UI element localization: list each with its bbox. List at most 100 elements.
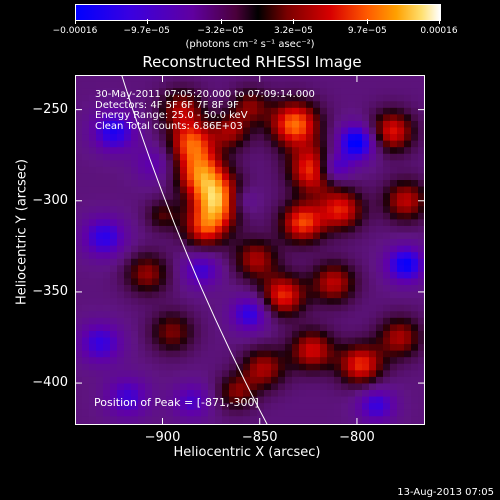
heatmap-cell — [194, 370, 202, 378]
heatmap-cell — [285, 330, 293, 339]
heatmap-cell — [411, 232, 419, 240]
heatmap-cell — [411, 409, 419, 417]
heatmap-cell — [383, 88, 391, 96]
heatmap-cell — [82, 75, 90, 83]
heatmap-cell — [215, 291, 223, 299]
heatmap-cell — [131, 344, 139, 352]
heatmap-cell — [138, 232, 146, 240]
heatmap-cell — [243, 206, 251, 214]
heatmap-cell — [264, 357, 272, 365]
heatmap-cell — [117, 225, 125, 234]
heatmap-cell — [103, 219, 111, 227]
heatmap-cell — [404, 127, 412, 135]
heatmap-cell — [152, 114, 160, 122]
heatmap-cell — [271, 186, 279, 194]
heatmap-cell — [236, 344, 244, 352]
heatmap-cell — [180, 160, 188, 168]
heatmap-cell — [159, 88, 167, 96]
heatmap-cell — [418, 403, 425, 411]
heatmap-cell — [138, 81, 146, 89]
heatmap-cell — [75, 101, 83, 109]
heatmap-cell — [208, 265, 216, 273]
heatmap-cell — [264, 153, 272, 161]
heatmap-cell — [201, 186, 209, 194]
heatmap-cell — [355, 265, 363, 273]
heatmap-cell — [376, 291, 384, 299]
heatmap-cell — [117, 278, 125, 286]
heatmap-cell — [229, 186, 237, 194]
heatmap-cell — [96, 390, 104, 398]
heatmap-cell — [201, 409, 209, 417]
heatmap-cell — [103, 153, 111, 161]
heatmap-cell — [131, 166, 139, 175]
heatmap-cell — [362, 245, 370, 253]
heatmap-cell — [159, 311, 167, 319]
heatmap-cell — [390, 416, 398, 424]
heatmap-cell — [376, 344, 384, 352]
heatmap-cell — [222, 88, 230, 96]
heatmap-cell — [187, 101, 195, 109]
heatmap-cell — [222, 376, 230, 385]
heatmap-cell — [110, 337, 118, 345]
heatmap-cell — [89, 199, 97, 207]
heatmap-cell — [404, 173, 412, 181]
heatmap-cell — [201, 114, 209, 122]
heatmap-cell — [390, 186, 398, 194]
heatmap-cell — [348, 278, 356, 286]
heatmap-cell — [411, 252, 419, 260]
colorbar-tick-label: −3.2e−05 — [197, 26, 244, 36]
heatmap-cell — [264, 390, 272, 398]
heatmap-cell — [243, 81, 251, 89]
heatmap-cell — [187, 416, 195, 424]
heatmap-cell — [327, 271, 335, 280]
heatmap-cell — [327, 180, 335, 188]
heatmap-cell — [355, 422, 363, 425]
heatmap-cell — [236, 193, 244, 201]
heatmap-cell — [138, 396, 146, 404]
heatmap-cell — [390, 396, 398, 404]
heatmap-cell — [229, 422, 237, 425]
heatmap-cell — [355, 88, 363, 96]
heatmap-cell — [124, 330, 132, 339]
heatmap-cell — [327, 383, 335, 391]
heatmap-cell — [257, 416, 265, 424]
heatmap-cell — [327, 212, 335, 220]
heatmap-cell — [418, 180, 425, 188]
colorbar — [75, 4, 441, 21]
heatmap-cell — [201, 304, 209, 312]
heatmap-cell — [299, 206, 307, 214]
heatmap-cell — [383, 107, 391, 115]
heatmap-cell — [229, 278, 237, 286]
heatmap-cell — [138, 206, 146, 214]
heatmap-cell — [383, 337, 391, 345]
heatmap-cell — [355, 140, 363, 148]
heatmap-cell — [278, 271, 286, 280]
heatmap-cell — [215, 324, 223, 332]
heatmap-cell — [348, 107, 356, 115]
heatmap-cell — [348, 245, 356, 253]
heatmap-cell — [320, 120, 328, 129]
heatmap-cell — [348, 206, 356, 214]
heatmap-cell — [362, 317, 370, 325]
heatmap-cell — [180, 350, 188, 358]
heatmap-cell — [131, 357, 139, 365]
heatmap-cell — [348, 265, 356, 273]
heatmap-cell — [390, 225, 398, 234]
heatmap-cell — [271, 271, 279, 280]
heatmap-cell — [348, 422, 356, 425]
heatmap-cell — [180, 271, 188, 280]
heatmap-cell — [369, 409, 377, 417]
heatmap-cell — [285, 140, 293, 148]
heatmap-cell — [362, 153, 370, 161]
heatmap-cell — [124, 344, 132, 352]
heatmap-cell — [320, 239, 328, 247]
heatmap-cell — [159, 212, 167, 220]
heatmap-cell — [376, 232, 384, 240]
heatmap-cell — [215, 107, 223, 115]
heatmap-cell — [103, 180, 111, 188]
heatmap-cell — [208, 370, 216, 378]
heatmap-cell — [292, 232, 300, 240]
heatmap-cell — [222, 330, 230, 339]
heatmap-cell — [327, 232, 335, 240]
heatmap-cell — [264, 94, 272, 102]
